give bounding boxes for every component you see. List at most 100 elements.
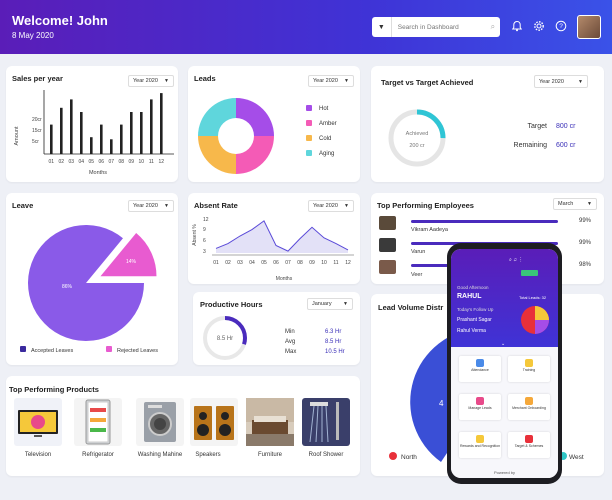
mobile-toolbar-icons: ⌕ ♫ ⋮: [509, 257, 524, 263]
product-label: Television: [24, 452, 52, 458]
productive-title: Productive Hours: [200, 300, 263, 309]
sales-ytick: 20cr: [32, 117, 42, 123]
absent-card: Absent Rate Year 2020 ▼ Absent % 12 9 6 3…: [188, 193, 360, 284]
search-input[interactable]: [391, 23, 486, 31]
chevron-down-icon: ▼: [164, 203, 169, 209]
sales-xtick: 01: [49, 159, 55, 165]
sales-bar-chart: Amount 20cr 15cr 5cr 01 02 03 04 05 06 07 08 09 1…: [14, 90, 174, 176]
sales-ytick: 15cr: [32, 128, 42, 134]
product-label: Washing Mahine: [137, 452, 183, 458]
refrigerator-image[interactable]: [74, 398, 122, 446]
furniture-image[interactable]: [246, 398, 294, 446]
employee-progress-bar: [411, 220, 558, 223]
leave-year-value: Year 2020: [133, 203, 158, 209]
absent-year-select[interactable]: Year 2020 ▼: [308, 200, 354, 212]
north-legend-swatch: [389, 452, 397, 460]
sales-xtick: 03: [69, 159, 75, 165]
mobile-online-badge: [521, 270, 538, 276]
remaining-label: Remaining: [514, 142, 548, 149]
employee-name: Vikram Aadeya: [411, 227, 448, 233]
sales-title: Sales per year: [12, 74, 63, 83]
leads-legend-label: Aging: [319, 151, 334, 157]
sales-xtick: 02: [59, 159, 65, 165]
achieved-value: 200 cr: [409, 143, 424, 149]
chevron-down-icon[interactable]: ⌄: [501, 341, 506, 347]
employee-pct: 99%: [579, 218, 592, 224]
sales-bar: [150, 99, 153, 154]
chevron-down-icon: ▼: [344, 203, 349, 209]
absent-year-value: Year 2020: [313, 203, 338, 209]
absent-ytick: 12: [203, 217, 209, 223]
employee-avatar: [379, 216, 396, 230]
leads-year-select[interactable]: Year 2020 ▼: [308, 75, 354, 87]
help-icon[interactable]: ?: [554, 20, 568, 34]
target-card: Target vs Target Achieved Year 2020 ▼ Ach…: [371, 66, 604, 182]
absent-ytick: 9: [203, 227, 206, 233]
sales-ytick: 5cr: [32, 139, 39, 145]
leads-legend-label: Amber: [319, 121, 337, 127]
top-header: Welcome! John 8 May 2020 ▼ ⌕ ?: [0, 0, 612, 54]
merchant-onboarding-tile[interactable]: Merchant Onboarding: [508, 394, 550, 420]
absent-ylabel: Absent %: [192, 224, 198, 246]
attendance-tile[interactable]: Attendance: [459, 356, 501, 382]
sales-year-select[interactable]: Year 2020 ▼: [128, 75, 174, 87]
chevron-down-icon: ▼: [164, 78, 169, 84]
search-bar[interactable]: ▼ ⌕: [372, 17, 500, 37]
absent-xtick: 03: [237, 260, 243, 266]
chevron-down-icon: ▼: [344, 78, 349, 84]
productive-month-value: January: [312, 301, 332, 307]
manage-leads-tile[interactable]: Manage Leads: [459, 394, 501, 420]
gear-icon[interactable]: [532, 20, 546, 34]
product-label: Furniture: [257, 452, 282, 458]
product-label: Speakers: [195, 452, 221, 458]
mobile-greeting: Good Afternoon: [457, 285, 489, 290]
sales-xtick: 09: [129, 159, 135, 165]
search-icon[interactable]: ⌕: [490, 22, 496, 31]
target-schemes-tile[interactable]: Target & Schemes: [508, 432, 550, 458]
rewards-tile[interactable]: Rewards and Recognition: [459, 432, 501, 458]
washing-machine-image[interactable]: [136, 398, 184, 446]
television-image[interactable]: [14, 398, 62, 446]
max-label: Max: [285, 349, 296, 355]
absent-xtick: 11: [333, 260, 338, 266]
accepted-pct-label: 86%: [62, 284, 73, 290]
mobile-follow-up-title: Today's Follow Up: [457, 307, 494, 312]
absent-ytick: 6: [203, 238, 206, 244]
employees-title: Top Performing Employees: [377, 201, 474, 210]
tile-label: Merchant Onboarding: [512, 406, 546, 410]
search-filter-dropdown[interactable]: ▼: [372, 17, 392, 37]
accepted-legend-label: Accepted Leaves: [31, 348, 73, 354]
productive-gauge: 8.5 Hr Min 6.3 Hr Avg 8.5 Hr Max 10.5 Hr: [203, 316, 345, 360]
sales-bar: [110, 139, 113, 154]
rejected-legend-label: Rejected Leaves: [117, 348, 158, 354]
absent-area-fill: [216, 220, 348, 253]
leave-year-select[interactable]: Year 2020 ▼: [128, 200, 174, 212]
mobile-follow-up-2[interactable]: Rahul Verma: [457, 328, 486, 334]
absent-xtick: 06: [273, 260, 279, 266]
productive-month-select[interactable]: January ▼: [307, 298, 353, 310]
employee-name: Varun: [411, 249, 426, 255]
bell-icon[interactable]: [510, 20, 524, 34]
target-year-select[interactable]: Year 2020 ▼: [534, 75, 588, 88]
employees-month-value: March: [558, 201, 574, 207]
user-avatar[interactable]: [577, 15, 601, 39]
roof-shower-image[interactable]: [302, 398, 350, 446]
avg-label: Avg: [285, 339, 295, 345]
employees-month-select[interactable]: March ▼: [553, 198, 597, 210]
leads-year-value: Year 2020: [313, 78, 338, 84]
rejected-legend-swatch: [106, 346, 112, 352]
speakers-image[interactable]: [190, 398, 238, 446]
employee-pct: 99%: [579, 240, 592, 246]
leads-legend-label: Hot: [319, 106, 329, 112]
tile-label: Manage Leads: [468, 406, 492, 410]
leads-card: Leads Year 2020 ▼ Hot Amber Cold Aging: [188, 66, 360, 182]
target-year-value: Year 2020: [539, 78, 564, 85]
sales-bar: [140, 112, 143, 154]
sales-card: Sales per year Year 2020 ▼ Amount 20cr 15…: [6, 66, 178, 182]
target-value: 800 cr: [556, 123, 576, 130]
tile-label: Attendance: [471, 368, 489, 372]
mobile-follow-up-1[interactable]: Prashant Sagar: [457, 317, 492, 323]
leave-pie-chart: 86% 14% Accepted Leaves Rejected Leaves: [20, 224, 158, 354]
absent-xtick: 02: [225, 260, 231, 266]
training-tile[interactable]: Training: [508, 356, 550, 382]
